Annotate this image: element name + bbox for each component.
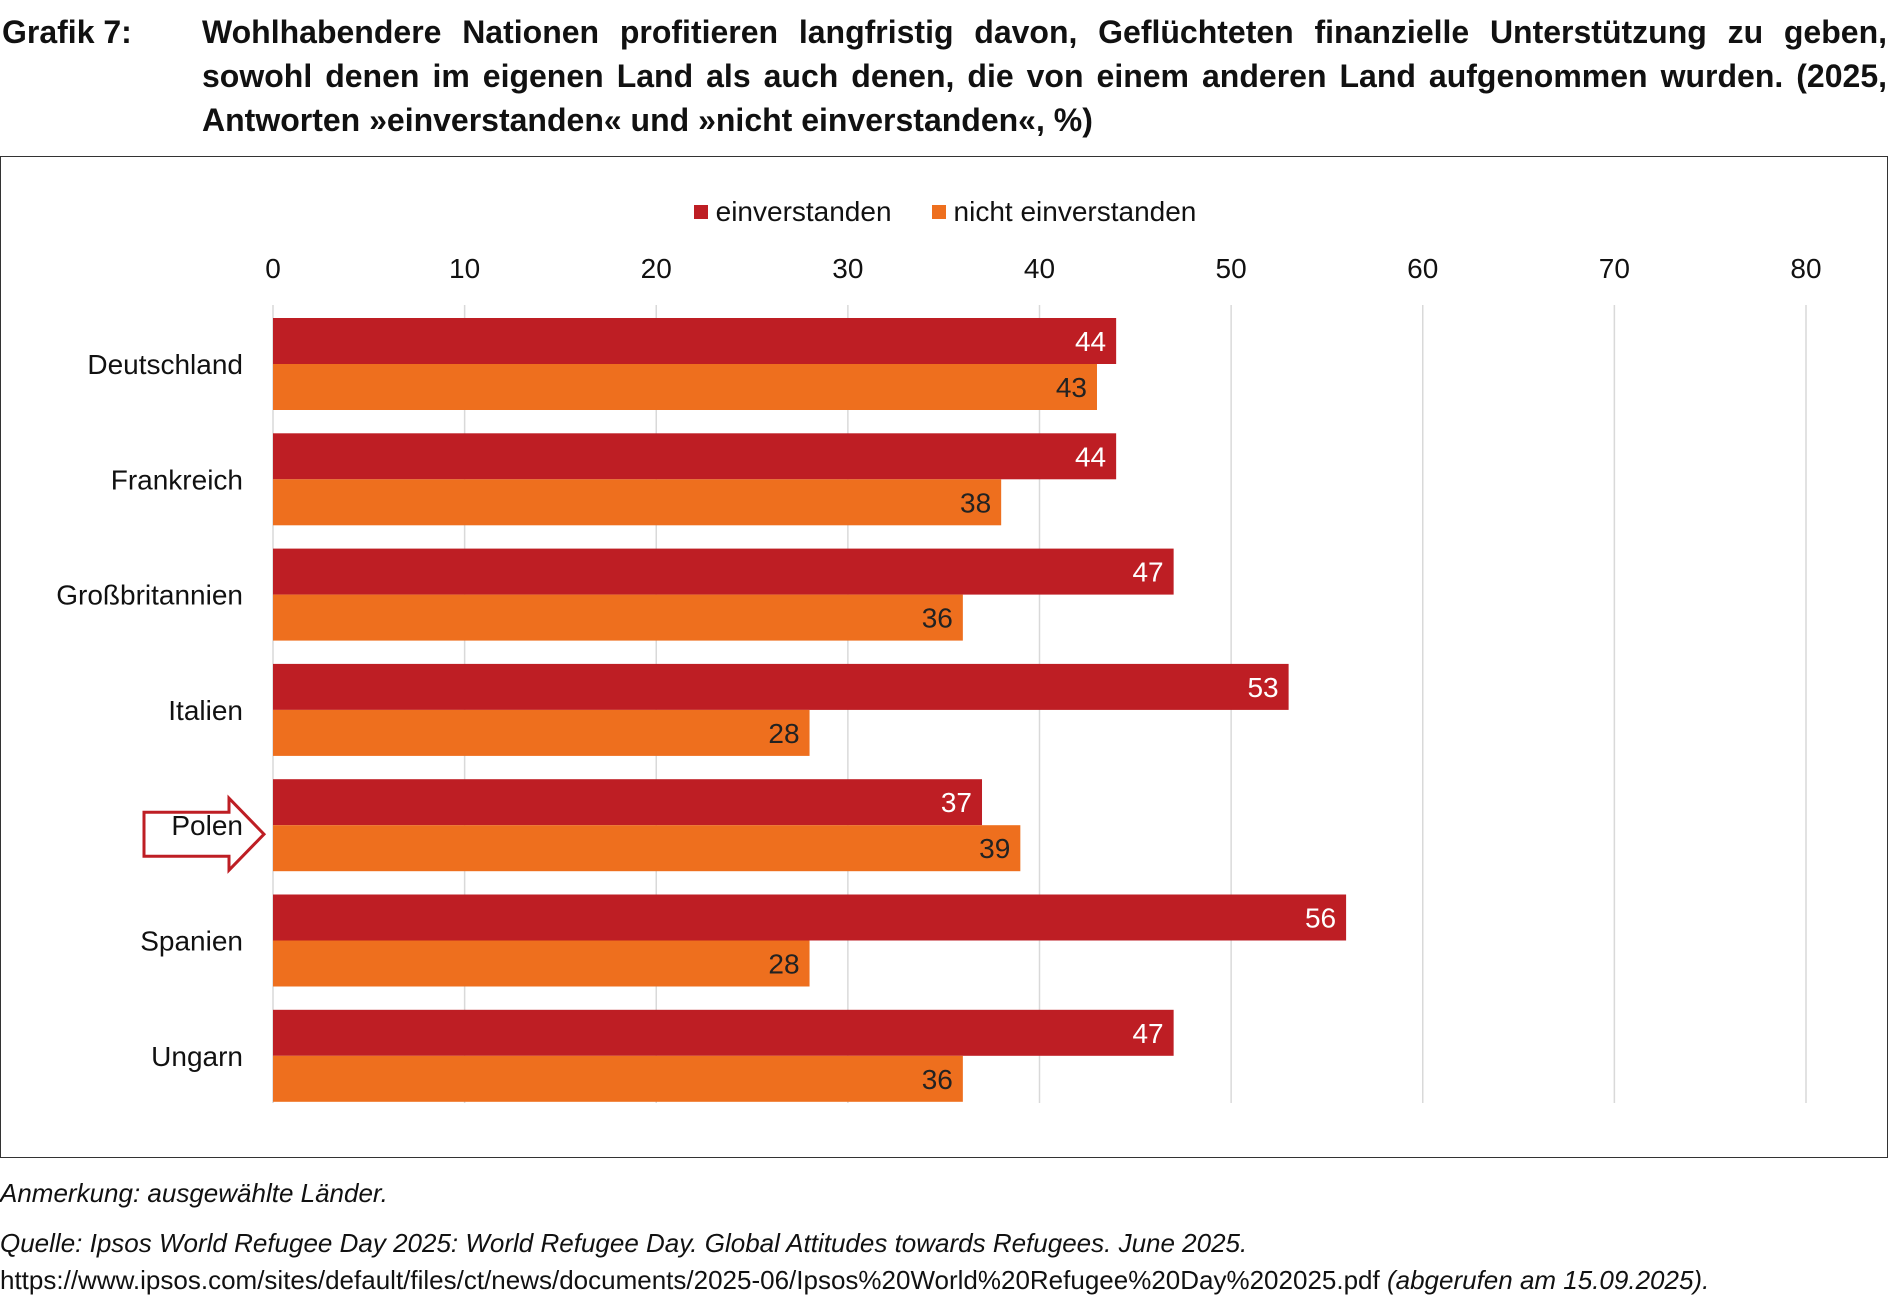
- x-tick-label: 20: [641, 253, 672, 284]
- legend-label-disagree: nicht einverstanden: [953, 196, 1197, 227]
- bar-agree: [273, 779, 983, 826]
- x-tick-label: 60: [1407, 253, 1438, 284]
- category-label: Großbritannien: [56, 580, 243, 611]
- x-tick-label: 80: [1790, 253, 1821, 284]
- footnote: Anmerkung: ausgewählte Länder.: [0, 1178, 388, 1208]
- legend-swatch-disagree: [931, 205, 946, 219]
- x-tick-label: 70: [1599, 253, 1630, 284]
- source-access-date: (abgerufen am 15.09.2025).: [1379, 1265, 1710, 1295]
- bar-disagree: [273, 479, 1002, 526]
- data-label-disagree: 39: [979, 833, 1010, 864]
- bar-disagree: [273, 1055, 963, 1102]
- bar-disagree: [273, 940, 810, 987]
- source-url[interactable]: https://www.ipsos.com/sites/default/file…: [0, 1265, 1380, 1295]
- data-label-agree: 44: [1075, 326, 1106, 357]
- category-label: Deutschland: [87, 349, 243, 380]
- bar-disagree: [273, 594, 963, 641]
- bar-agree: [273, 433, 1117, 480]
- data-label-disagree: 36: [922, 603, 953, 634]
- data-label-disagree: 28: [768, 718, 799, 749]
- data-label-agree: 37: [941, 787, 972, 818]
- data-label-agree: 47: [1132, 1018, 1163, 1049]
- bar-agree: [273, 663, 1289, 710]
- figure-label: Grafik 7:: [2, 14, 132, 50]
- category-label: Frankreich: [111, 464, 243, 495]
- bar-agree: [273, 548, 1174, 595]
- category-label: Polen: [171, 810, 243, 841]
- legend-item-disagree: nicht einverstanden: [931, 196, 1197, 228]
- bar-disagree: [273, 364, 1097, 410]
- highlight-arrow-icon: [142, 794, 267, 874]
- bar-agree: [273, 894, 1347, 941]
- legend-item-agree: einverstanden: [693, 196, 892, 228]
- legend-swatch-agree: [693, 205, 708, 219]
- x-tick-label: 10: [449, 253, 480, 284]
- bar-agree: [273, 1009, 1174, 1056]
- bar-disagree: [273, 709, 810, 756]
- data-label-agree: 53: [1247, 672, 1278, 703]
- source-text: Quelle: Ipsos World Refugee Day 2025: Wo…: [0, 1228, 1248, 1258]
- data-label-disagree: 36: [922, 1064, 953, 1095]
- data-label-disagree: 43: [1056, 372, 1087, 403]
- x-tick-label: 50: [1216, 253, 1247, 284]
- data-label-disagree: 38: [960, 487, 991, 518]
- bar-chart: 0 10 20 30 40 50 60 70 80 44 43 Deutschland 44 38 Fran…: [56, 253, 1822, 1103]
- data-label-agree: 44: [1075, 441, 1106, 472]
- category-label: Ungarn: [151, 1041, 243, 1072]
- category-label: Italien: [168, 695, 243, 726]
- chart-title: Wohlhabendere Nationen profitieren langf…: [202, 14, 1887, 138]
- data-label-agree: 47: [1132, 557, 1163, 588]
- legend-label-agree: einverstanden: [715, 196, 892, 227]
- bar-disagree: [273, 825, 1021, 872]
- category-label: Spanien: [140, 926, 243, 957]
- data-label-agree: 56: [1305, 903, 1336, 934]
- source-note: Quelle: Ipsos World Refugee Day 2025: Wo…: [0, 1225, 1890, 1299]
- chart-frame: [0, 156, 1888, 1158]
- bar-agree: [273, 318, 1117, 364]
- x-tick-label: 0: [265, 253, 281, 284]
- data-label-disagree: 28: [768, 949, 799, 980]
- x-tick-label: 30: [832, 253, 863, 284]
- legend: einverstanden nicht einverstanden: [0, 196, 1890, 228]
- x-tick-label: 40: [1024, 253, 1055, 284]
